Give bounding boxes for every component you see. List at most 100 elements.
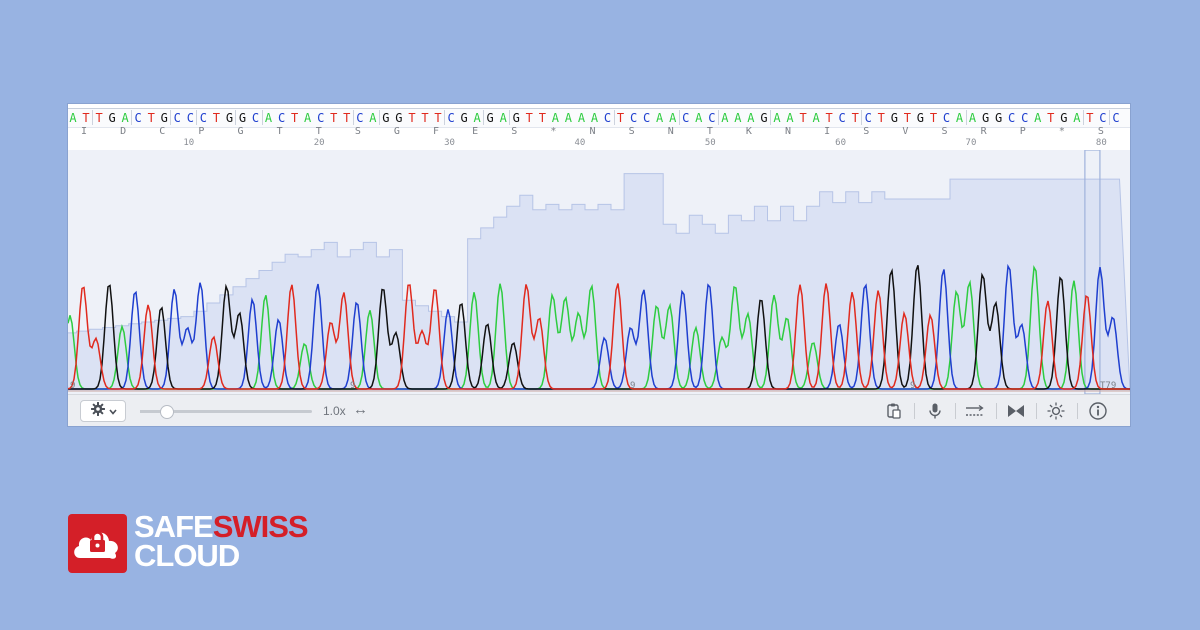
microphone-icon[interactable] xyxy=(924,401,946,421)
base-call[interactable]: T xyxy=(291,111,299,125)
base-call[interactable]: C xyxy=(447,111,455,125)
zoom-slider-knob[interactable] xyxy=(159,405,174,419)
zoom-slider[interactable] xyxy=(140,405,312,419)
base-separator xyxy=(509,110,511,125)
base-call[interactable]: G xyxy=(460,111,468,125)
base-call[interactable]: C xyxy=(1008,111,1016,125)
expand-horizontal-icon[interactable]: ↔ xyxy=(353,401,368,418)
base-call[interactable]: T xyxy=(343,111,351,125)
base-call[interactable]: C xyxy=(317,111,325,125)
base-call[interactable]: T xyxy=(408,111,416,125)
base-call[interactable]: G xyxy=(995,111,1003,125)
base-call[interactable]: A xyxy=(773,111,781,125)
base-call[interactable]: T xyxy=(212,111,221,125)
base-call[interactable]: C xyxy=(643,111,651,125)
base-call[interactable]: T xyxy=(929,111,938,125)
position-tick: 70 xyxy=(965,138,977,148)
base-call[interactable]: T xyxy=(825,111,833,125)
base-call[interactable]: A xyxy=(264,111,273,125)
base-separator xyxy=(678,110,680,125)
base-call[interactable]: C xyxy=(629,111,638,125)
settings-button[interactable] xyxy=(80,400,126,422)
base-call[interactable]: A xyxy=(121,111,129,125)
base-call[interactable]: C xyxy=(942,111,951,125)
base-call[interactable]: T xyxy=(616,111,625,125)
base-call[interactable]: C xyxy=(603,111,612,125)
base-call[interactable]: G xyxy=(160,111,168,125)
base-call[interactable]: G xyxy=(916,111,925,125)
base-call[interactable]: C xyxy=(356,111,364,125)
base-call[interactable]: C xyxy=(864,111,872,125)
base-call[interactable]: A xyxy=(1073,111,1081,125)
base-call[interactable]: C xyxy=(277,111,286,125)
base-call[interactable]: T xyxy=(903,111,911,125)
base-call[interactable]: A xyxy=(786,111,794,125)
info-icon[interactable] xyxy=(1087,401,1109,421)
base-call[interactable]: A xyxy=(577,111,586,125)
base-call[interactable]: T xyxy=(82,111,90,125)
base-call[interactable]: A xyxy=(955,111,964,125)
base-call[interactable]: C xyxy=(682,111,690,125)
base-call[interactable]: A xyxy=(747,111,755,125)
base-call[interactable]: G xyxy=(512,111,520,125)
base-call[interactable]: C xyxy=(251,111,260,125)
base-call[interactable]: T xyxy=(421,111,429,125)
base-call[interactable]: A xyxy=(656,111,664,125)
base-call[interactable]: G xyxy=(238,111,247,125)
base-call[interactable]: A xyxy=(590,111,599,125)
trace-svg[interactable]: 9 9 9 9 T79 xyxy=(68,150,1130,394)
base-call[interactable]: T xyxy=(330,111,338,125)
base-call[interactable]: G xyxy=(395,111,403,125)
base-separator xyxy=(1108,110,1110,125)
base-call[interactable]: A xyxy=(721,111,729,125)
base-call[interactable]: G xyxy=(890,111,898,125)
base-call[interactable]: G xyxy=(108,111,116,125)
base-call[interactable]: G xyxy=(382,111,390,125)
base-call[interactable]: A xyxy=(564,111,573,125)
base-call[interactable]: C xyxy=(1099,111,1107,125)
base-call[interactable]: A xyxy=(812,111,820,125)
base-call[interactable]: T xyxy=(538,111,546,125)
sun-icon[interactable] xyxy=(1045,401,1067,421)
base-call[interactable]: C xyxy=(134,111,142,125)
base-call[interactable]: C xyxy=(1021,111,1029,125)
base-call[interactable]: C xyxy=(186,111,194,125)
base-call[interactable]: A xyxy=(473,111,481,125)
base-call[interactable]: C xyxy=(173,111,181,125)
base-call[interactable]: C xyxy=(1112,111,1120,125)
base-call[interactable]: A xyxy=(304,111,312,125)
base-call[interactable]: A xyxy=(695,111,703,125)
base-call[interactable]: G xyxy=(225,111,234,125)
base-call[interactable]: T xyxy=(799,111,807,125)
base-call[interactable]: G xyxy=(981,111,990,125)
alignment-icon[interactable] xyxy=(964,401,986,421)
base-call[interactable]: A xyxy=(669,111,677,125)
base-call[interactable]: T xyxy=(95,111,103,125)
base-call[interactable]: A xyxy=(499,111,507,125)
base-call[interactable]: A xyxy=(369,111,377,125)
clipboard-icon[interactable] xyxy=(883,401,905,421)
base-call[interactable]: T xyxy=(851,111,859,125)
base-call[interactable]: G xyxy=(486,111,494,125)
base-call[interactable]: T xyxy=(877,111,885,125)
base-call[interactable]: C xyxy=(708,111,716,125)
base-call[interactable]: G xyxy=(760,111,768,125)
base-call[interactable]: A xyxy=(1034,111,1042,125)
base-call[interactable]: T xyxy=(525,111,533,125)
base-call[interactable]: T xyxy=(434,111,442,125)
base-call[interactable]: C xyxy=(199,111,207,125)
base-call[interactable]: A xyxy=(734,111,742,125)
base-call[interactable]: T xyxy=(1086,111,1094,125)
bowtie-icon[interactable] xyxy=(1005,401,1027,421)
trace-marker: 9 xyxy=(910,381,915,391)
base-separator xyxy=(770,110,771,125)
base-call[interactable]: T xyxy=(147,111,155,125)
base-call[interactable]: A xyxy=(551,111,559,125)
base-call[interactable]: A xyxy=(69,111,77,125)
base-call[interactable]: C xyxy=(838,111,846,125)
base-call[interactable]: A xyxy=(968,111,977,125)
base-call[interactable]: G xyxy=(1060,111,1068,125)
base-call[interactable]: T xyxy=(1047,111,1055,125)
trace-plot[interactable]: 9 9 9 9 T79 xyxy=(68,150,1130,394)
